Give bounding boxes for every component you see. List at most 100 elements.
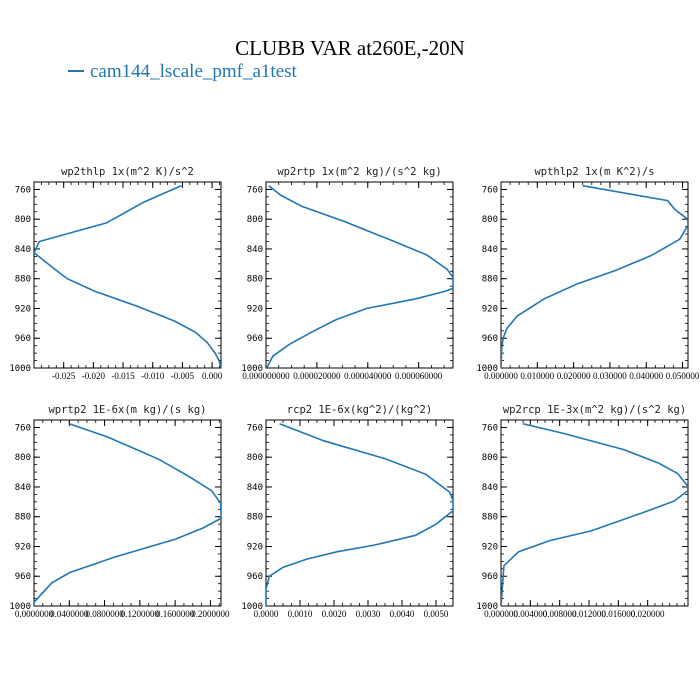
- panel-title: wp2rtp 1x(m^2 kg)/(s^2 kg): [277, 166, 441, 178]
- x-tick-label: 0.000: [202, 371, 223, 381]
- panel-5: rcp2 1E-6x(kg^2)/(kg^2) 760 800 840 880 920 96…: [241, 404, 454, 619]
- legend-label: cam144_lscale_pmf_a1test: [90, 61, 298, 82]
- y-tick-label: 760: [247, 185, 263, 195]
- x-tick-label: -0.015: [111, 371, 135, 381]
- panel-6: wp2rcp 1E-3x(m^2 kg)/(s^2 kg) 760 800 840 88…: [476, 404, 689, 619]
- series-line: [501, 184, 688, 368]
- x-tick-label: 0.020000: [557, 371, 591, 381]
- x-tick-label: 0.000000000: [242, 371, 290, 381]
- y-tick-label: 880: [15, 513, 31, 523]
- series-line: [266, 422, 453, 606]
- y-tick-label: 800: [482, 453, 498, 463]
- y-tick-label: 920: [482, 542, 498, 552]
- series-line: [501, 422, 688, 606]
- y-tick-label: 1000: [476, 364, 498, 374]
- plot-frame: [265, 181, 454, 369]
- x-tick-label: 0.012000: [572, 609, 606, 619]
- y-tick-label: 800: [482, 215, 498, 225]
- x-tick-label: 0.0040: [390, 609, 415, 619]
- plot-frame: [500, 419, 689, 607]
- x-tick-label: 0.050000: [666, 371, 700, 381]
- y-tick-label: 880: [15, 275, 31, 285]
- y-tick-label: 880: [247, 513, 263, 523]
- panel-3: wpthlp2 1x(m K^2)/s 760 800 840 880 920 960 100…: [476, 166, 700, 381]
- x-tick-label: 0.008000: [543, 609, 577, 619]
- panel-grid: wp2thlp 1x(m^2 K)/s^2 760 800 840 880 920 960 1…: [9, 166, 700, 619]
- panel-title: wp2thlp 1x(m^2 K)/s^2: [61, 166, 194, 178]
- y-tick-label: 840: [247, 245, 263, 255]
- y-tick-label: 840: [482, 483, 498, 493]
- y-tick-label: 880: [247, 275, 263, 285]
- y-tick-label: 1000: [476, 602, 498, 612]
- y-tick-label: 760: [15, 423, 31, 433]
- x-tick-label: -0.005: [171, 371, 195, 381]
- y-tick-label: 800: [247, 453, 263, 463]
- y-tick-label: 920: [247, 304, 263, 314]
- x-tick-label: 0.016000: [601, 609, 635, 619]
- x-tick-label: 0.0800000: [85, 609, 124, 619]
- x-tick-label: 0.000000: [484, 371, 518, 381]
- x-tick-label: -0.025: [52, 371, 76, 381]
- y-tick-label: 760: [482, 423, 498, 433]
- x-tick-label: 0.040000: [629, 371, 663, 381]
- plot-frame: [33, 181, 222, 369]
- panel-title: wp2rcp 1E-3x(m^2 kg)/(s^2 kg): [503, 404, 686, 416]
- y-tick-label: 1000: [241, 602, 263, 612]
- y-tick-label: 760: [482, 185, 498, 195]
- y-tick-label: 920: [247, 542, 263, 552]
- figure-title: CLUBB VAR at260E,-20N: [235, 36, 465, 60]
- y-tick-label: 960: [15, 572, 31, 582]
- y-tick-label: 800: [15, 215, 31, 225]
- y-tick-label: 760: [15, 185, 31, 195]
- panel-1: wp2thlp 1x(m^2 K)/s^2 760 800 840 880 920 960 1…: [9, 166, 222, 381]
- x-tick-label: 0.000040000: [344, 371, 392, 381]
- x-tick-label: 0.1600000: [156, 609, 195, 619]
- y-tick-label: 1000: [9, 364, 31, 374]
- x-tick-label: 0.000000: [484, 609, 518, 619]
- y-tick-label: 1000: [241, 364, 263, 374]
- series-line: [266, 185, 453, 368]
- y-tick-label: 840: [15, 483, 31, 493]
- x-tick-label: 0.0400000: [50, 609, 89, 619]
- y-tick-label: 960: [482, 572, 498, 582]
- x-tick-label: 0.0050: [424, 609, 449, 619]
- y-tick-label: 760: [247, 423, 263, 433]
- x-tick-label: 0.2000000: [191, 609, 230, 619]
- series-line: [34, 184, 221, 368]
- y-tick-label: 800: [15, 453, 31, 463]
- panel-2: wp2rtp 1x(m^2 kg)/(s^2 kg) 760 800 840 880 92…: [241, 166, 454, 381]
- x-tick-label: -0.020: [82, 371, 106, 381]
- y-tick-label: 840: [247, 483, 263, 493]
- x-tick-label: 0.020000: [631, 609, 665, 619]
- y-tick-label: 840: [482, 245, 498, 255]
- x-tick-label: 0.1200000: [121, 609, 160, 619]
- y-tick-label: 880: [482, 275, 498, 285]
- x-tick-label: 0.000020000: [293, 371, 341, 381]
- x-tick-label: 0.0000000: [15, 609, 54, 619]
- y-tick-label: 920: [15, 304, 31, 314]
- y-tick-label: 960: [482, 334, 498, 344]
- x-tick-label: 0.0010: [288, 609, 313, 619]
- y-tick-label: 960: [247, 334, 263, 344]
- x-tick-label: 0.0020: [322, 609, 347, 619]
- x-tick-label: 0.0000: [254, 609, 279, 619]
- panel-title: wpthlp2 1x(m K^2)/s: [534, 166, 654, 178]
- panel-title: wprtp2 1E-6x(m kg)/(s kg): [48, 404, 206, 416]
- x-tick-label: -0.010: [141, 371, 165, 381]
- y-tick-label: 1000: [9, 602, 31, 612]
- series-line: [34, 422, 221, 606]
- x-tick-label: 0.000060000: [395, 371, 443, 381]
- y-tick-label: 840: [15, 245, 31, 255]
- x-tick-label: 0.010000: [520, 371, 554, 381]
- y-tick-label: 920: [482, 304, 498, 314]
- plot-frame: [500, 181, 689, 369]
- y-tick-label: 920: [15, 542, 31, 552]
- y-tick-label: 880: [482, 513, 498, 523]
- x-tick-label: 0.030000: [593, 371, 627, 381]
- legend: cam144_lscale_pmf_a1test: [68, 61, 298, 82]
- panel-title: rcp2 1E-6x(kg^2)/(kg^2): [287, 404, 432, 416]
- y-tick-label: 960: [247, 572, 263, 582]
- x-tick-label: 0.004000: [513, 609, 547, 619]
